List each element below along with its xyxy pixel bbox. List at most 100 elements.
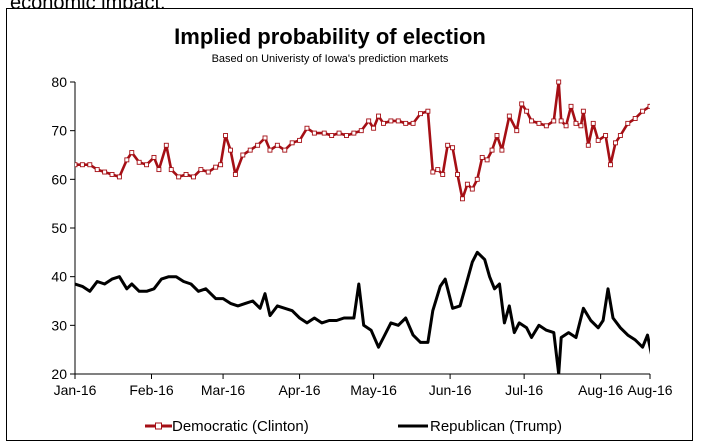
democratic-data-point: [75, 162, 78, 168]
democratic-data-point: [585, 142, 591, 148]
democratic-data-point: [156, 167, 162, 173]
x-tick-label: Jun-16: [429, 382, 472, 398]
democratic-data-point: [329, 133, 335, 138]
democratic-data-point: [274, 142, 280, 148]
democratic-data-point: [304, 125, 310, 131]
x-tick-label: Apr-16: [279, 382, 321, 398]
democratic-data-point: [603, 133, 609, 138]
democratic-data-point: [425, 108, 431, 114]
chart-axes: 20 30 40 50 60 70 80 Jan-16 Feb-16 Mar-16 Apr-16 Ma…: [51, 74, 672, 398]
democratic-data-point: [403, 120, 409, 126]
democratic-data-point: [558, 118, 564, 124]
x-tick-label: Jan-16: [54, 382, 97, 398]
democratic-data-point: [489, 147, 495, 153]
democratic-data-point: [455, 172, 460, 177]
democratic-data-point: [543, 123, 549, 129]
y-tick-label: 70: [51, 123, 67, 139]
democratic-data-point: [321, 130, 327, 136]
democratic-data-point: [556, 79, 562, 85]
democratic-data-point: [289, 140, 295, 146]
democratic-data-point: [494, 133, 500, 138]
democratic-data-point: [366, 118, 372, 124]
democratic-data-point: [79, 162, 85, 168]
democratic-data-point: [213, 164, 219, 170]
democratic-data-point: [388, 118, 394, 124]
democratic-data-point: [435, 167, 441, 173]
democratic-data-point: [228, 147, 233, 153]
x-tick-label: Mar-16: [201, 382, 246, 398]
democratic-data-point: [514, 128, 520, 134]
democratic-data-point: [191, 174, 196, 180]
democratic-data-point: [410, 120, 416, 126]
democratic-data-point: [232, 172, 238, 177]
democratic-legend-label: Democratic (Clinton): [172, 418, 309, 435]
x-tick-label: Aug-16: [578, 382, 623, 398]
democratic-data-point: [613, 140, 618, 146]
democratic-data-point: [440, 172, 446, 177]
democratic-series-line: [75, 80, 650, 201]
democratic-data-point: [536, 120, 542, 126]
democratic-data-point: [87, 162, 93, 168]
democratic-data-point: [663, 95, 667, 99]
democratic-data-point: [183, 172, 189, 177]
democratic-data-point: [464, 181, 470, 187]
x-tick-label: Feb-16: [129, 382, 174, 398]
democratic-data-point: [680, 92, 684, 96]
democratic-data-point: [568, 103, 574, 109]
democratic-data-point: [524, 108, 530, 114]
democratic-data-point: [358, 128, 364, 134]
democratic-data-point: [551, 118, 557, 124]
x-tick-label: May-16: [350, 382, 397, 398]
democratic-data-point: [445, 142, 451, 148]
democratic-data-point: [519, 101, 525, 107]
democratic-data-point: [617, 133, 623, 138]
democratic-data-point: [484, 157, 490, 163]
chart-subtitle: Based on Univeristy of Iowa's prediction…: [212, 53, 449, 65]
democratic-data-point: [381, 120, 386, 126]
democratic-data-point: [94, 167, 100, 173]
democratic-data-point: [459, 196, 465, 202]
democratic-data-point: [647, 103, 650, 109]
democratic-data-point: [297, 137, 303, 143]
democratic-data-point: [129, 150, 135, 156]
democratic-data-point: [255, 142, 261, 148]
democratic-data-point: [655, 90, 659, 94]
democratic-data-point: [376, 113, 381, 119]
democratic-data-point: [124, 157, 130, 163]
democratic-data-point: [573, 120, 579, 126]
democratic-data-point: [102, 169, 108, 175]
democratic-data-point: [675, 85, 679, 89]
democratic-data-point: [282, 147, 288, 153]
democratic-data-point: [640, 108, 646, 114]
series-layer: [75, 79, 699, 374]
democratic-data-point: [695, 97, 699, 101]
democratic-data-point: [116, 174, 122, 180]
chart-frame: [6, 8, 693, 441]
y-tick-label: 50: [51, 220, 67, 236]
x-tick-label: Aug-16: [627, 382, 672, 398]
democratic-legend-marker: [155, 422, 162, 430]
democratic-data-point: [595, 137, 601, 143]
democratic-data-point: [632, 116, 638, 121]
democratic-data-point: [474, 176, 480, 182]
democratic-data-point: [144, 162, 150, 168]
democratic-data-point: [479, 154, 485, 160]
democratic-data-point: [590, 120, 596, 126]
democratic-data-point: [563, 123, 569, 129]
democratic-data-point: [499, 147, 505, 153]
democratic-data-point: [418, 111, 423, 117]
y-tick-label: 40: [51, 269, 67, 285]
democratic-data-point: [578, 123, 584, 129]
democratic-data-point: [198, 167, 204, 173]
democratic-data-point: [687, 90, 691, 94]
democratic-data-point: [450, 145, 456, 151]
democratic-data-point: [469, 186, 475, 192]
y-tick-label: 80: [51, 74, 67, 90]
chart-title: Implied probability of election: [174, 24, 486, 49]
democratic-data-point: [223, 133, 228, 138]
republican-series-line: [75, 250, 650, 374]
democratic-data-point: [625, 120, 631, 126]
democratic-data-point: [670, 82, 674, 86]
democratic-data-point: [267, 147, 273, 153]
